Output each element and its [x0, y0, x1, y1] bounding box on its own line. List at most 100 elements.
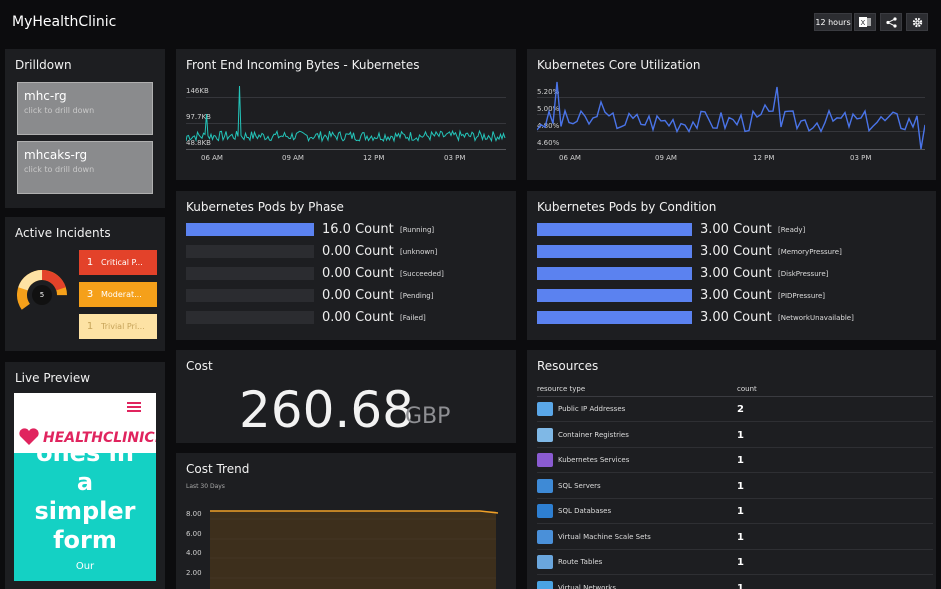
- app-title: MyHealthClinic: [12, 14, 117, 30]
- resource-name: Container Registries: [558, 430, 629, 439]
- incident-item-moderate[interactable]: 3 Moderat...: [79, 282, 157, 307]
- x-axis-line: [537, 149, 925, 150]
- core-utilization-title: Kubernetes Core Utilization: [537, 58, 701, 72]
- drilldown-item-hint: click to drill down: [24, 165, 95, 174]
- core-utilization-chart[interactable]: [537, 80, 925, 150]
- active-incidents-title: Active Incidents: [15, 226, 111, 240]
- incident-item-trivial[interactable]: 1 Trivial Pri...: [79, 314, 157, 339]
- live-preview-frame[interactable]: HEALTHCLINIC.B ones in a simpler form Ou…: [14, 393, 156, 581]
- resource-row[interactable]: Kubernetes Services 1: [537, 448, 933, 473]
- incidents-donut-chart[interactable]: [16, 269, 68, 321]
- sql-database-icon: [537, 504, 553, 518]
- x-axis-label: 03 PM: [444, 154, 466, 162]
- resource-row[interactable]: Route Tables 1: [537, 550, 933, 575]
- cost-currency: GBP: [405, 404, 451, 429]
- cost-trend-chart[interactable]: [210, 505, 502, 589]
- kubernetes-icon: [537, 453, 553, 467]
- phase-label: [Failed]: [400, 314, 426, 322]
- cost-panel[interactable]: Cost 260.68 GBP: [176, 350, 516, 443]
- x-axis-label: 12 PM: [363, 154, 385, 162]
- resource-name: Virtual Networks: [558, 583, 616, 589]
- live-preview-title: Live Preview: [15, 371, 91, 385]
- condition-bar: [537, 289, 692, 302]
- y-axis-label: 4.80%: [537, 122, 560, 130]
- cost-trend-subtitle: Last 30 Days: [186, 483, 225, 490]
- resource-row[interactable]: Container Registries 1: [537, 423, 933, 448]
- drilldown-item-name: mhc-rg: [24, 89, 67, 103]
- grid-line: [186, 123, 506, 124]
- x-axis-line: [186, 149, 506, 150]
- resource-name: SQL Servers: [558, 481, 601, 490]
- gear-icon[interactable]: [906, 13, 928, 31]
- preview-brand: HEALTHCLINIC.B: [43, 430, 156, 446]
- svg-text:X: X: [861, 19, 866, 27]
- condition-value: 3.00 Count: [700, 288, 772, 303]
- y-axis-label: 97.7KB: [186, 113, 211, 121]
- resource-count: 1: [737, 480, 744, 492]
- x-axis-label: 03 PM: [850, 154, 872, 162]
- resource-row[interactable]: Public IP Addresses 2: [537, 397, 933, 422]
- grid-line: [186, 97, 506, 98]
- y-axis-label: 8.00: [186, 510, 202, 518]
- resource-name: Public IP Addresses: [558, 405, 626, 413]
- column-header-resource-type: resource type: [537, 385, 586, 393]
- incident-count: 3: [86, 289, 94, 300]
- resource-row[interactable]: Virtual Machine Scale Sets 1: [537, 525, 933, 550]
- x-axis-label: 09 AM: [655, 154, 677, 162]
- incoming-bytes-chart[interactable]: [186, 84, 506, 150]
- condition-label: [Ready]: [778, 226, 806, 234]
- vmss-icon: [537, 529, 553, 544]
- condition-bar: [537, 223, 692, 236]
- column-header-count: count: [737, 385, 757, 393]
- resources-title: Resources: [537, 359, 599, 373]
- resource-row[interactable]: SQL Databases 1: [537, 499, 933, 524]
- phase-bar-running: [186, 223, 314, 236]
- incoming-bytes-panel[interactable]: Front End Incoming Bytes - Kubernetes: [176, 49, 516, 180]
- condition-label: [MemoryPressure]: [778, 248, 842, 256]
- grid-line: [537, 97, 925, 98]
- cost-trend-line: [210, 510, 499, 514]
- preview-headline-line: ones in: [36, 453, 134, 467]
- condition-bar: [537, 311, 692, 324]
- incidents-donut-hole: [32, 285, 52, 305]
- phase-label: [Succeeded]: [400, 270, 444, 278]
- preview-hero: ones in a simpler form Our: [14, 453, 156, 581]
- condition-value: 3.00 Count: [700, 266, 772, 281]
- phase-value: 0.00 Count: [322, 244, 394, 259]
- drilldown-item-hint: click to drill down: [24, 106, 95, 115]
- y-axis-label: 146KB: [186, 87, 209, 95]
- resource-row[interactable]: Virtual Networks 1: [537, 576, 933, 589]
- excel-icon[interactable]: X: [854, 13, 876, 31]
- cost-amount: 260.68: [239, 381, 414, 439]
- grid-line: [537, 131, 925, 132]
- resource-name: Route Tables: [558, 558, 603, 566]
- x-axis-label: 06 AM: [201, 154, 223, 162]
- resource-name: SQL Databases: [558, 507, 612, 515]
- x-axis-label: 09 AM: [282, 154, 304, 162]
- drilldown-title: Drilldown: [15, 58, 72, 72]
- incident-item-critical[interactable]: 1 Critical P...: [79, 250, 157, 275]
- phase-value: 0.00 Count: [322, 310, 394, 325]
- hamburger-menu-icon[interactable]: [127, 402, 141, 412]
- drilldown-item-mhc-rg[interactable]: mhc-rg click to drill down: [17, 82, 153, 135]
- phase-bar-track: [186, 223, 314, 236]
- drilldown-item-mhcaks-rg[interactable]: mhcaks-rg click to drill down: [17, 141, 153, 194]
- x-axis-label: 06 AM: [559, 154, 581, 162]
- incidents-total: 5: [39, 291, 45, 299]
- phase-label: [Running]: [400, 226, 435, 234]
- x-axis-label: 12 PM: [753, 154, 775, 162]
- resource-row[interactable]: SQL Servers 1: [537, 474, 933, 499]
- condition-label: [PIDPressure]: [778, 292, 826, 300]
- drilldown-panel: Drilldown mhc-rg click to drill down mhc…: [5, 49, 165, 208]
- phase-bar-track: [186, 267, 314, 280]
- route-table-icon: [537, 555, 553, 569]
- phase-bar-track: [186, 245, 314, 258]
- incoming-bytes-line: [186, 85, 506, 143]
- incoming-bytes-title: Front End Incoming Bytes - Kubernetes: [186, 58, 420, 72]
- time-range-button[interactable]: 12 hours: [814, 13, 852, 31]
- core-utilization-line: [537, 81, 925, 150]
- share-icon[interactable]: [880, 13, 902, 31]
- incident-label: Trivial Pri...: [101, 322, 145, 331]
- phase-bar-track: [186, 311, 314, 324]
- condition-value: 3.00 Count: [700, 244, 772, 259]
